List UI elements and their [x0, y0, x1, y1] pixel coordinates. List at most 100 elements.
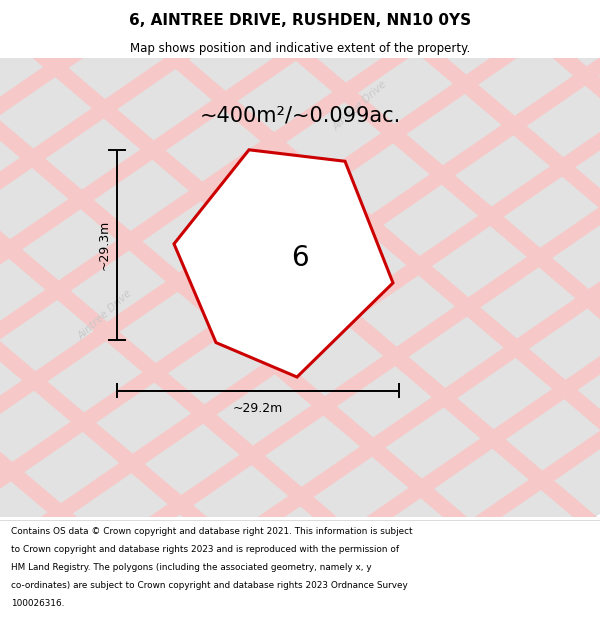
Polygon shape [158, 325, 273, 412]
Polygon shape [84, 152, 199, 239]
Polygon shape [491, 0, 600, 33]
Polygon shape [12, 201, 127, 288]
Text: ~400m²/~0.099ac.: ~400m²/~0.099ac. [199, 106, 401, 126]
Polygon shape [301, 226, 416, 313]
Polygon shape [174, 449, 259, 511]
Polygon shape [565, 119, 600, 206]
Polygon shape [470, 259, 586, 346]
Polygon shape [26, 103, 111, 164]
Polygon shape [540, 0, 600, 74]
Polygon shape [241, 5, 304, 56]
Polygon shape [2, 244, 65, 295]
Polygon shape [313, 0, 376, 7]
Polygon shape [222, 541, 285, 592]
Polygon shape [63, 466, 178, 552]
Polygon shape [320, 574, 405, 625]
Polygon shape [223, 491, 308, 552]
Polygon shape [0, 21, 63, 72]
Polygon shape [0, 383, 81, 470]
Polygon shape [79, 590, 164, 625]
Polygon shape [0, 0, 5, 74]
Polygon shape [206, 366, 322, 453]
Polygon shape [532, 253, 595, 304]
Polygon shape [436, 120, 521, 181]
Polygon shape [389, 351, 452, 403]
Polygon shape [204, 144, 319, 231]
Polygon shape [509, 293, 595, 354]
Polygon shape [202, 0, 317, 8]
Polygon shape [251, 0, 366, 49]
Polygon shape [350, 268, 465, 354]
Polygon shape [276, 94, 391, 181]
Polygon shape [174, 150, 393, 377]
Polygon shape [542, 210, 600, 297]
Polygon shape [581, 294, 600, 345]
Polygon shape [232, 499, 347, 586]
Text: 100026316.: 100026316. [11, 599, 64, 608]
Polygon shape [169, 54, 232, 106]
Polygon shape [419, 0, 535, 82]
Polygon shape [155, 102, 271, 189]
Polygon shape [109, 284, 224, 371]
Polygon shape [0, 119, 30, 206]
Polygon shape [0, 558, 44, 609]
Polygon shape [0, 0, 77, 24]
Polygon shape [422, 218, 537, 305]
Polygon shape [49, 12, 134, 73]
Polygon shape [315, 178, 378, 229]
Polygon shape [30, 549, 116, 609]
Polygon shape [40, 556, 155, 625]
Polygon shape [0, 598, 44, 625]
Polygon shape [0, 152, 40, 213]
Polygon shape [183, 458, 298, 544]
Polygon shape [197, 359, 282, 419]
Polygon shape [533, 202, 600, 263]
Polygon shape [0, 284, 65, 345]
Polygon shape [194, 186, 257, 238]
Polygon shape [280, 540, 395, 625]
Polygon shape [424, 441, 539, 528]
Polygon shape [519, 301, 600, 388]
Polygon shape [304, 449, 419, 536]
Polygon shape [102, 499, 187, 560]
Polygon shape [266, 137, 329, 188]
Polygon shape [435, 170, 498, 221]
Polygon shape [121, 13, 184, 64]
Polygon shape [362, 0, 447, 8]
Polygon shape [0, 292, 104, 379]
Polygon shape [364, 169, 449, 230]
Polygon shape [133, 193, 248, 280]
Polygon shape [271, 582, 334, 625]
Polygon shape [82, 0, 197, 16]
Polygon shape [0, 69, 102, 156]
Polygon shape [76, 417, 139, 469]
Polygon shape [28, 376, 91, 428]
Polygon shape [558, 334, 600, 395]
Polygon shape [0, 606, 83, 625]
Polygon shape [468, 37, 583, 124]
Polygon shape [125, 408, 211, 469]
Polygon shape [51, 235, 137, 296]
Polygon shape [192, 0, 255, 15]
Polygon shape [208, 589, 324, 625]
Polygon shape [4, 467, 67, 518]
Polygon shape [493, 169, 600, 256]
Polygon shape [530, 0, 600, 41]
Polygon shape [412, 261, 475, 312]
Polygon shape [97, 104, 160, 155]
Polygon shape [589, 29, 600, 116]
Polygon shape [486, 434, 549, 485]
Polygon shape [340, 310, 403, 361]
Polygon shape [461, 302, 523, 353]
Polygon shape [169, 4, 255, 65]
Polygon shape [463, 474, 548, 535]
Text: Aintree Drive: Aintree Drive [76, 288, 134, 342]
Polygon shape [244, 177, 329, 238]
Polygon shape [0, 342, 32, 428]
Polygon shape [364, 219, 426, 271]
Polygon shape [100, 326, 163, 378]
Polygon shape [0, 28, 53, 115]
Polygon shape [343, 533, 405, 584]
Polygon shape [437, 392, 500, 444]
Polygon shape [412, 211, 497, 271]
